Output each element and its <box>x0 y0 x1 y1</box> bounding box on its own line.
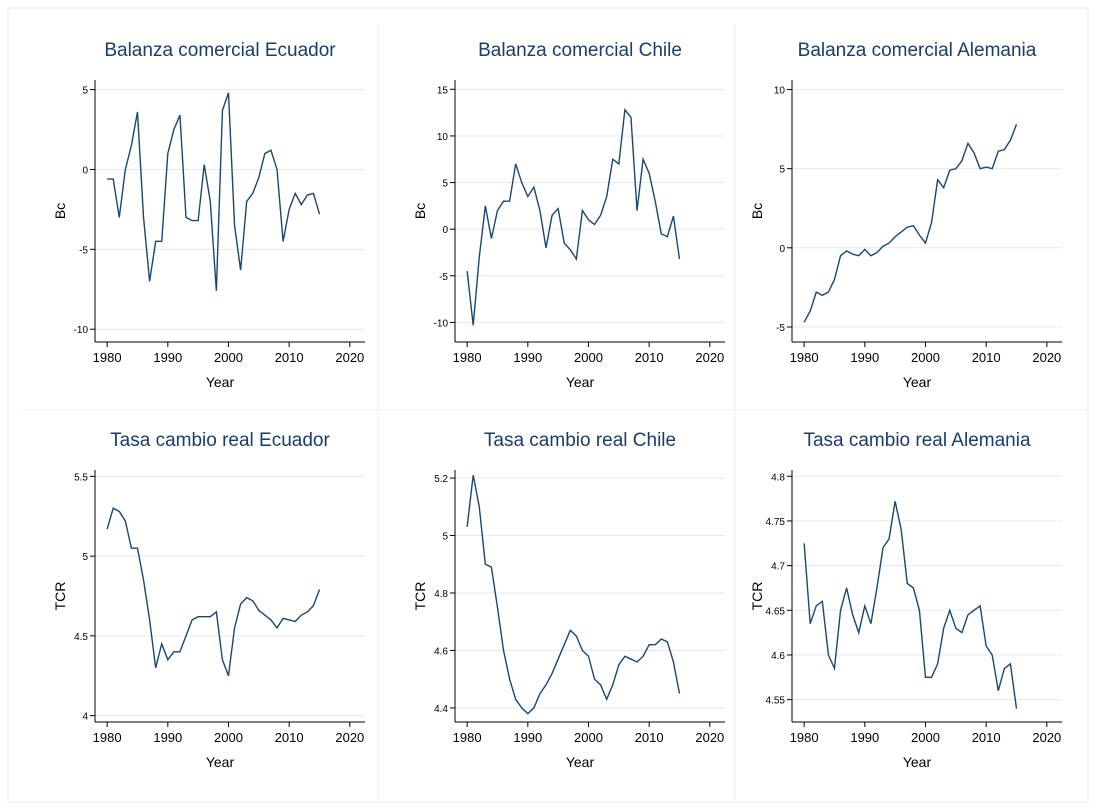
x-tick-label: 2000 <box>911 350 940 365</box>
x-tick-label: 1990 <box>153 730 182 745</box>
y-tick-label: 5 <box>442 179 448 190</box>
x-tick-label: 2020 <box>1032 730 1061 745</box>
y-tick-label: -10 <box>434 318 449 329</box>
x-tick-label: 2020 <box>1032 350 1061 365</box>
y-tick-label: 0 <box>779 244 785 255</box>
chart-title: Balanza comercial Chile <box>478 40 682 61</box>
series-line <box>466 108 681 326</box>
y-tick-label: 4.5 <box>74 632 88 643</box>
x-tick-label: 2010 <box>972 730 1001 745</box>
x-tick-label: 2010 <box>275 350 304 365</box>
y-tick-label: 4.7 <box>771 562 785 573</box>
y-tick-label: 5.5 <box>74 472 88 483</box>
y-axis-label: TCR <box>412 582 428 611</box>
x-tick-label: 1980 <box>790 350 819 365</box>
x-tick-label: 2000 <box>911 730 940 745</box>
x-tick-label: 1990 <box>153 350 182 365</box>
x-tick-label: 1980 <box>790 730 819 745</box>
x-tick-label: 1980 <box>453 350 482 365</box>
x-axis-label: Year <box>903 754 932 770</box>
y-tick-label: 5 <box>82 86 88 97</box>
series-line <box>803 501 1018 709</box>
x-tick-label: 2000 <box>574 350 603 365</box>
y-tick-label: 5.2 <box>434 474 448 485</box>
x-tick-label: 2010 <box>635 730 664 745</box>
x-tick-label: 2010 <box>635 350 664 365</box>
y-axis-label: Bc <box>412 203 428 219</box>
chart-title: Balanza comercial Alemania <box>798 40 1037 61</box>
x-axis-label: Year <box>903 374 932 390</box>
y-tick-label: 4.75 <box>766 517 786 528</box>
x-tick-label: 1990 <box>850 350 879 365</box>
x-tick-label: 2010 <box>275 730 304 745</box>
x-tick-label: 1990 <box>850 730 879 745</box>
y-tick-label: 4.8 <box>434 589 448 600</box>
y-tick-label: 4 <box>82 712 88 723</box>
y-tick-label: 4.65 <box>766 606 786 617</box>
y-tick-label: 0 <box>442 225 448 236</box>
x-tick-label: 2010 <box>972 350 1001 365</box>
y-tick-label: -5 <box>776 323 785 334</box>
y-tick-label: -10 <box>74 325 89 336</box>
x-tick-label: 1980 <box>93 730 122 745</box>
y-axis-label: TCR <box>52 582 68 611</box>
x-axis-label: Year <box>566 754 595 770</box>
frame <box>7 7 1089 803</box>
y-tick-label: 4.6 <box>771 651 785 662</box>
y-tick-label: 10 <box>774 85 786 96</box>
chart-title: Tasa cambio real Chile <box>484 430 676 451</box>
y-tick-label: 4.8 <box>771 472 785 483</box>
x-tick-label: 1980 <box>93 350 122 365</box>
y-tick-label: 4.6 <box>434 646 448 657</box>
x-axis-label: Year <box>206 754 235 770</box>
x-axis-label: Year <box>566 374 595 390</box>
y-tick-label: -5 <box>439 272 448 283</box>
series-line <box>106 507 321 676</box>
series-line <box>466 475 681 715</box>
y-axis-label: TCR <box>749 582 765 611</box>
x-axis-label: Year <box>206 374 235 390</box>
x-tick-label: 2020 <box>335 730 364 745</box>
y-tick-label: 5 <box>82 552 88 563</box>
chart-title: Tasa cambio real Alemania <box>803 430 1030 451</box>
y-tick-label: 4.4 <box>434 704 448 715</box>
y-tick-label: 10 <box>437 132 449 143</box>
x-tick-label: 2000 <box>214 730 243 745</box>
y-tick-label: 15 <box>437 85 449 96</box>
series-line <box>107 92 321 291</box>
y-axis-label: Bc <box>52 203 68 219</box>
x-tick-label: 1990 <box>513 350 542 365</box>
x-tick-label: 2020 <box>695 730 724 745</box>
x-tick-label: 2000 <box>214 350 243 365</box>
y-tick-label: 4.55 <box>766 696 786 707</box>
y-tick-label: -5 <box>79 245 88 256</box>
x-tick-label: 2020 <box>695 350 724 365</box>
series-line <box>803 124 1018 323</box>
chart-title: Balanza comercial Ecuador <box>104 40 336 61</box>
y-tick-label: 0 <box>82 165 88 176</box>
x-tick-label: 2020 <box>335 350 364 365</box>
y-tick-label: 5 <box>442 532 448 543</box>
x-tick-label: 1990 <box>513 730 542 745</box>
x-tick-label: 1980 <box>453 730 482 745</box>
chart-title: Tasa cambio real Ecuador <box>110 430 330 451</box>
y-tick-label: 5 <box>779 165 785 176</box>
x-tick-label: 2000 <box>574 730 603 745</box>
y-axis-label: Bc <box>749 203 765 219</box>
